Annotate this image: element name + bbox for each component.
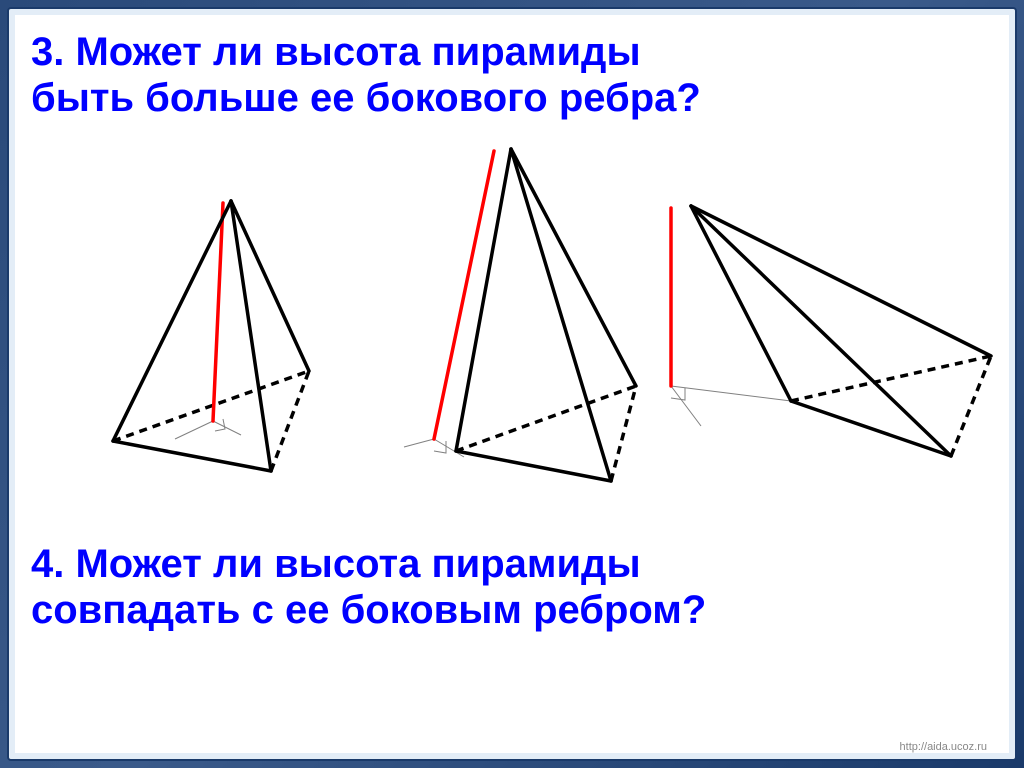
pyramid-diagram-2 xyxy=(386,141,666,501)
slide-content: 3. Может ли высота пирамиды быть больше … xyxy=(31,23,993,733)
question-3-line2: быть больше ее бокового ребра? xyxy=(31,75,993,121)
pyramid-diagram-1 xyxy=(91,181,351,491)
question-4-line2: совпадать с ее боковым ребром? xyxy=(31,587,993,633)
question-4-line1: 4. Может ли высота пирамиды xyxy=(31,541,993,587)
question-3: 3. Может ли высота пирамиды быть больше … xyxy=(31,29,993,121)
footer-url: http://aida.ucoz.ru xyxy=(900,741,987,753)
diagrams-row xyxy=(31,141,993,531)
pyramid-diagram-3 xyxy=(631,196,1011,496)
slide-frame: 3. Может ли высота пирамиды быть больше … xyxy=(7,7,1017,761)
question-3-line1: 3. Может ли высота пирамиды xyxy=(31,29,993,75)
question-4: 4. Может ли высота пирамиды совпадать с … xyxy=(31,541,993,633)
